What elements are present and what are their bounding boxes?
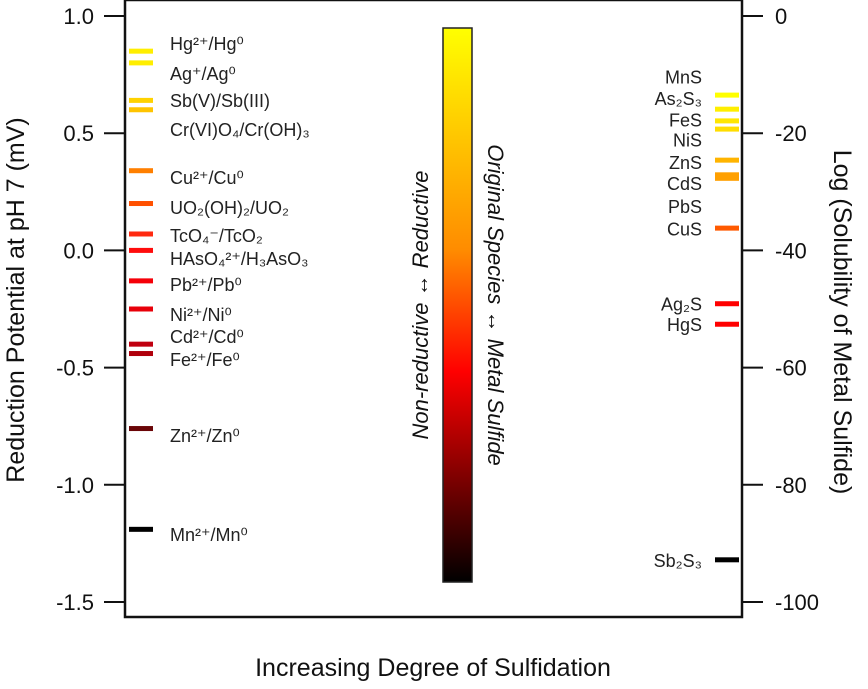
left-tick-label: -1.0 — [56, 473, 94, 498]
redox-label: Pb²⁺/Pb⁰ — [170, 275, 242, 295]
sulfide-bar — [715, 157, 739, 163]
redox-label: UO₂(OH)₂/UO₂ — [170, 198, 289, 218]
redox-label: Cd²⁺/Cd⁰ — [170, 327, 244, 347]
redox-bar — [129, 351, 153, 357]
sulfide-label: CdS — [667, 174, 702, 194]
left-tick-label: 0.0 — [63, 238, 94, 263]
sulfide-bar — [715, 92, 739, 98]
left-axis: 1.0 0.5 0.0 -0.5 -1.0 -1.5 — [56, 4, 125, 615]
redox-label: Sb(V)/Sb(III) — [170, 91, 270, 111]
redox-label: Cu²⁺/Cu⁰ — [170, 168, 244, 188]
redox-bar — [129, 526, 153, 532]
left-tick-label: -0.5 — [56, 356, 94, 381]
sulfide-bar — [715, 118, 739, 124]
redox-bar — [129, 278, 153, 284]
left-tick-label: -1.5 — [56, 590, 94, 615]
sulfide-bar — [715, 225, 739, 231]
right-axis: 0 -20 -40 -60 -80 -100 — [742, 4, 819, 615]
sulfide-bar — [715, 175, 739, 181]
sulfide-label: Sb₂S₃ — [654, 551, 702, 571]
sulfide-label: ZnS — [669, 153, 702, 173]
plot-frame — [123, 0, 744, 619]
redox-bar — [129, 48, 153, 54]
right-axis-title: Log (Solubility of Metal Sulfide) — [828, 150, 856, 495]
sulfide-label: Ag₂S — [661, 295, 702, 315]
redox-label: HAsO₄²⁺/H₃AsO₃ — [170, 249, 309, 269]
redox-bar — [129, 426, 153, 432]
right-tick-label: -80 — [775, 473, 807, 498]
sulfide-bar — [715, 301, 739, 307]
sulfide-bar — [715, 126, 739, 132]
left-tick-label: 0.5 — [63, 121, 94, 146]
sulfide-bar — [715, 557, 739, 563]
redox-label: Mn²⁺/Mn⁰ — [170, 525, 248, 545]
redox-label: Hg²⁺/Hg⁰ — [170, 34, 244, 54]
colorbar — [442, 27, 473, 583]
sulfide-bar — [715, 172, 739, 178]
sulfide-label: HgS — [667, 315, 702, 335]
right-tick-label: -20 — [775, 121, 807, 146]
sulfide-label: FeS — [669, 111, 702, 131]
sulfide-label: CuS — [667, 220, 702, 240]
right-tick-label: 0 — [775, 4, 787, 29]
right-tick-label: -40 — [775, 238, 807, 263]
colorbar-left-caption: Non-reductive ↔ Reductive — [408, 170, 433, 439]
sulfide-label: NiS — [673, 131, 702, 151]
redox-bar — [129, 247, 153, 253]
sulfide-label: MnS — [665, 67, 702, 87]
redox-label: TcO₄⁻/TcO₂ — [170, 226, 263, 246]
sulfide-label: As₂S₃ — [655, 89, 702, 109]
sulfide-bar — [715, 106, 739, 112]
redox-label: Ag⁺/Ag⁰ — [170, 64, 236, 84]
redox-bar — [129, 168, 153, 174]
redox-label: Fe²⁺/Fe⁰ — [170, 350, 240, 370]
redox-couples: Hg²⁺/Hg⁰ Ag⁺/Ag⁰ Sb(V)/Sb(III) Cr(VI)O₄/Cr(… — [129, 34, 310, 545]
sulfide-bars — [715, 92, 739, 563]
redox-label: Zn²⁺/Zn⁰ — [170, 426, 240, 446]
redox-label: Cr(VI)O₄/Cr(OH)₃ — [170, 120, 310, 140]
redox-bar — [129, 60, 153, 66]
redox-bar — [129, 341, 153, 347]
sulfide-bar — [715, 321, 739, 327]
redox-bar — [129, 107, 153, 113]
redox-bar — [129, 306, 153, 312]
redox-bar — [129, 201, 153, 207]
redox-label: Ni²⁺/Ni⁰ — [170, 305, 232, 325]
redox-bar — [129, 231, 153, 237]
redox-bar — [129, 97, 153, 103]
x-axis-title: Increasing Degree of Sulfidation — [255, 654, 611, 682]
right-tick-label: -100 — [775, 590, 819, 615]
sulfide-label: PbS — [668, 197, 702, 217]
left-axis-title: Reduction Potential at pH 7 (mV) — [2, 117, 30, 482]
left-tick-label: 1.0 — [63, 4, 94, 29]
right-tick-label: -60 — [775, 356, 807, 381]
colorbar-right-caption: Original Species ↔ Metal Sulfide — [483, 144, 508, 466]
